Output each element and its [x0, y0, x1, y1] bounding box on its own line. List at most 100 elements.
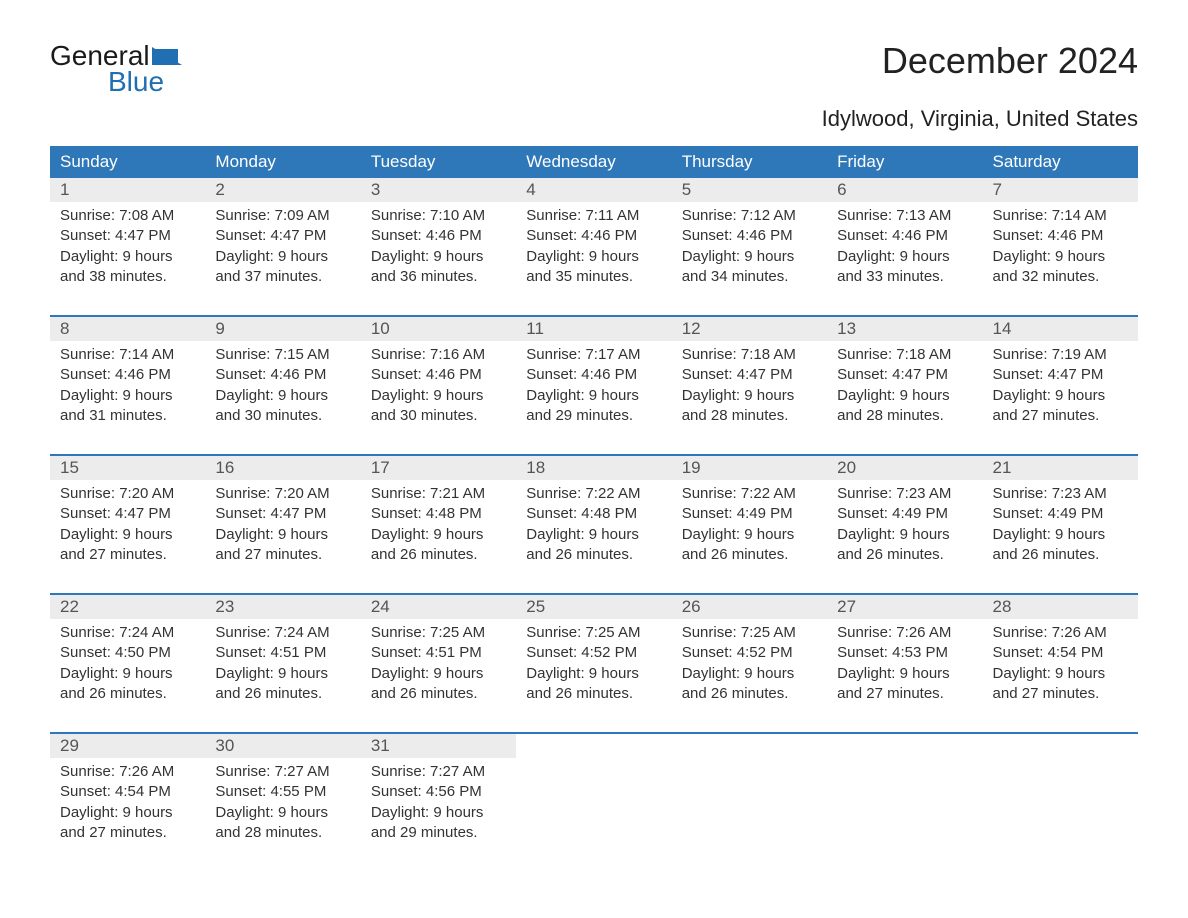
- day-number-row: 1234567: [50, 178, 1138, 202]
- daylight-text-2: and 26 minutes.: [526, 545, 661, 565]
- daylight-text-2: and 37 minutes.: [215, 267, 350, 287]
- daylight-text-2: and 30 minutes.: [371, 406, 506, 426]
- daylight-text-2: and 32 minutes.: [993, 267, 1128, 287]
- day-number: [827, 734, 982, 758]
- day-cell: Sunrise: 7:27 AMSunset: 4:55 PMDaylight:…: [205, 758, 360, 871]
- daylight-text: Daylight: 9 hours: [993, 247, 1128, 267]
- sunset-text: Sunset: 4:52 PM: [526, 643, 661, 663]
- day-number: 20: [827, 456, 982, 480]
- day-header: Saturday: [983, 146, 1138, 178]
- daylight-text: Daylight: 9 hours: [682, 525, 817, 545]
- day-cell: Sunrise: 7:11 AMSunset: 4:46 PMDaylight:…: [516, 202, 671, 316]
- daylight-text-2: and 28 minutes.: [682, 406, 817, 426]
- day-cell: Sunrise: 7:25 AMSunset: 4:51 PMDaylight:…: [361, 619, 516, 733]
- sunset-text: Sunset: 4:49 PM: [837, 504, 972, 524]
- day-cell: [983, 758, 1138, 871]
- day-number-row: 293031: [50, 734, 1138, 758]
- sunset-text: Sunset: 4:47 PM: [215, 504, 350, 524]
- daylight-text-2: and 31 minutes.: [60, 406, 195, 426]
- sunrise-text: Sunrise: 7:22 AM: [682, 484, 817, 504]
- daylight-text: Daylight: 9 hours: [682, 386, 817, 406]
- day-cell: Sunrise: 7:14 AMSunset: 4:46 PMDaylight:…: [983, 202, 1138, 316]
- daylight-text: Daylight: 9 hours: [215, 247, 350, 267]
- sunrise-text: Sunrise: 7:25 AM: [526, 623, 661, 643]
- sunset-text: Sunset: 4:53 PM: [837, 643, 972, 663]
- daylight-text-2: and 26 minutes.: [371, 545, 506, 565]
- day-header: Wednesday: [516, 146, 671, 178]
- day-number: 9: [205, 317, 360, 341]
- daylight-text-2: and 27 minutes.: [993, 684, 1128, 704]
- day-body-row: Sunrise: 7:14 AMSunset: 4:46 PMDaylight:…: [50, 341, 1138, 455]
- logo-text-blue: Blue: [108, 66, 164, 98]
- daylight-text: Daylight: 9 hours: [60, 386, 195, 406]
- day-cell: Sunrise: 7:23 AMSunset: 4:49 PMDaylight:…: [827, 480, 982, 594]
- calendar-table: Sunday Monday Tuesday Wednesday Thursday…: [50, 146, 1138, 871]
- day-cell: Sunrise: 7:10 AMSunset: 4:46 PMDaylight:…: [361, 202, 516, 316]
- daylight-text: Daylight: 9 hours: [215, 803, 350, 823]
- daylight-text: Daylight: 9 hours: [682, 664, 817, 684]
- daylight-text: Daylight: 9 hours: [215, 386, 350, 406]
- daylight-text-2: and 26 minutes.: [60, 684, 195, 704]
- day-number: 31: [361, 734, 516, 758]
- sunrise-text: Sunrise: 7:08 AM: [60, 206, 195, 226]
- sunrise-text: Sunrise: 7:10 AM: [371, 206, 506, 226]
- sunset-text: Sunset: 4:48 PM: [371, 504, 506, 524]
- sunset-text: Sunset: 4:51 PM: [215, 643, 350, 663]
- daylight-text-2: and 34 minutes.: [682, 267, 817, 287]
- daylight-text: Daylight: 9 hours: [215, 664, 350, 684]
- sunrise-text: Sunrise: 7:12 AM: [682, 206, 817, 226]
- sunset-text: Sunset: 4:46 PM: [526, 226, 661, 246]
- day-number: 26: [672, 595, 827, 619]
- sunrise-text: Sunrise: 7:20 AM: [60, 484, 195, 504]
- page-header: General Blue December 2024: [50, 40, 1138, 98]
- sunrise-text: Sunrise: 7:23 AM: [837, 484, 972, 504]
- day-cell: Sunrise: 7:20 AMSunset: 4:47 PMDaylight:…: [50, 480, 205, 594]
- daylight-text: Daylight: 9 hours: [993, 664, 1128, 684]
- location-subtitle: Idylwood, Virginia, United States: [50, 106, 1138, 132]
- sunrise-text: Sunrise: 7:26 AM: [837, 623, 972, 643]
- day-cell: Sunrise: 7:27 AMSunset: 4:56 PMDaylight:…: [361, 758, 516, 871]
- day-cell: Sunrise: 7:22 AMSunset: 4:49 PMDaylight:…: [672, 480, 827, 594]
- day-cell: Sunrise: 7:13 AMSunset: 4:46 PMDaylight:…: [827, 202, 982, 316]
- day-number: 19: [672, 456, 827, 480]
- day-number: 10: [361, 317, 516, 341]
- day-cell: Sunrise: 7:26 AMSunset: 4:54 PMDaylight:…: [50, 758, 205, 871]
- day-number: [983, 734, 1138, 758]
- sunset-text: Sunset: 4:47 PM: [682, 365, 817, 385]
- sunrise-text: Sunrise: 7:24 AM: [215, 623, 350, 643]
- sunset-text: Sunset: 4:54 PM: [60, 782, 195, 802]
- day-number-row: 15161718192021: [50, 456, 1138, 480]
- day-body-row: Sunrise: 7:08 AMSunset: 4:47 PM Daylight:…: [50, 202, 1138, 316]
- daylight-text-2: and 30 minutes.: [215, 406, 350, 426]
- day-number: 27: [827, 595, 982, 619]
- daylight-text: Daylight: 9 hours: [60, 664, 195, 684]
- sunset-text: Sunset: 4:54 PM: [993, 643, 1128, 663]
- daylight-text-2: and 28 minutes.: [837, 406, 972, 426]
- day-number: 25: [516, 595, 671, 619]
- sunrise-text: Sunrise: 7:21 AM: [371, 484, 506, 504]
- sunrise-text: Sunrise: 7:13 AM: [837, 206, 972, 226]
- sunrise-text: Sunrise: 7:09 AM: [215, 206, 350, 226]
- day-cell: Sunrise: 7:18 AMSunset: 4:47 PMDaylight:…: [672, 341, 827, 455]
- day-body-row: Sunrise: 7:24 AMSunset: 4:50 PMDaylight:…: [50, 619, 1138, 733]
- day-header: Thursday: [672, 146, 827, 178]
- daylight-text: Daylight: 9 hours: [526, 247, 661, 267]
- sunset-text: Sunset: 4:49 PM: [682, 504, 817, 524]
- day-cell: Sunrise: 7:23 AMSunset: 4:49 PMDaylight:…: [983, 480, 1138, 594]
- sunset-text: Sunset: 4:46 PM: [60, 365, 195, 385]
- day-number: 23: [205, 595, 360, 619]
- day-number: 4: [516, 178, 671, 202]
- daylight-text: Daylight: 9 hours: [371, 664, 506, 684]
- sunset-text: Sunset: 4:55 PM: [215, 782, 350, 802]
- sunrise-text: Sunrise: 7:16 AM: [371, 345, 506, 365]
- sunrise-text: Sunrise: 7:22 AM: [526, 484, 661, 504]
- day-cell: Sunrise: 7:19 AMSunset: 4:47 PMDaylight:…: [983, 341, 1138, 455]
- sunset-text: Sunset: 4:46 PM: [371, 226, 506, 246]
- day-header: Monday: [205, 146, 360, 178]
- sunset-text: Sunset: 4:47 PM: [60, 504, 195, 524]
- daylight-text: Daylight: 9 hours: [837, 664, 972, 684]
- daylight-text-2: and 27 minutes.: [993, 406, 1128, 426]
- sunset-text: Sunset: 4:47 PM: [60, 226, 195, 246]
- day-number: 5: [672, 178, 827, 202]
- daylight-text: Daylight: 9 hours: [60, 803, 195, 823]
